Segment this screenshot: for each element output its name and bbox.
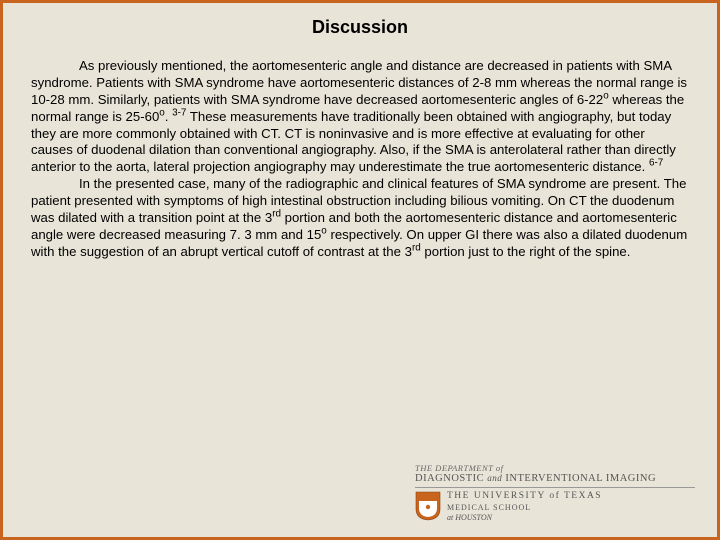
department-logo-block: THE DEPARTMENT of DIAGNOSTIC and INTERVE… [415,463,695,523]
slide-title: Discussion [31,17,689,38]
p1-text-1: As previously mentioned, the aortomesent… [31,58,687,107]
slide-container: Discussion As previously mentioned, the … [3,3,717,537]
dept-main: DIAGNOSTIC and INTERVENTIONAL IMAGING [415,473,695,484]
p1-ref-1: 3-7 [172,107,186,118]
shield-icon [415,491,441,521]
paragraph-1: As previously mentioned, the aortomesent… [31,58,689,176]
p2-sup-3: rd [412,242,421,253]
dept-word-2: INTERVENTIONAL IMAGING [505,473,656,484]
p1-ref-2: 6-7 [649,158,663,169]
p2-sup-1: rd [272,209,281,220]
dept-amp: and [487,473,502,483]
p2-text-4: portion just to the right of the spine. [421,244,631,259]
ut-line-1: THE UNIVERSITY of TEXAS [447,491,602,503]
dept-word-1: DIAGNOSTIC [415,473,484,484]
university-text: THE UNIVERSITY of TEXAS MEDICAL SCHOOL a… [447,491,602,523]
ut-line-3: at HOUSTON [447,513,602,523]
ut-line-2: MEDICAL SCHOOL [447,503,602,513]
paragraph-2: In the presented case, many of the radio… [31,176,689,260]
body-text: As previously mentioned, the aortomesent… [31,58,689,261]
university-logo: THE UNIVERSITY of TEXAS MEDICAL SCHOOL a… [415,491,695,523]
dept-prefix: THE DEPARTMENT of [415,463,695,473]
department-name: THE DEPARTMENT of DIAGNOSTIC and INTERVE… [415,463,695,488]
